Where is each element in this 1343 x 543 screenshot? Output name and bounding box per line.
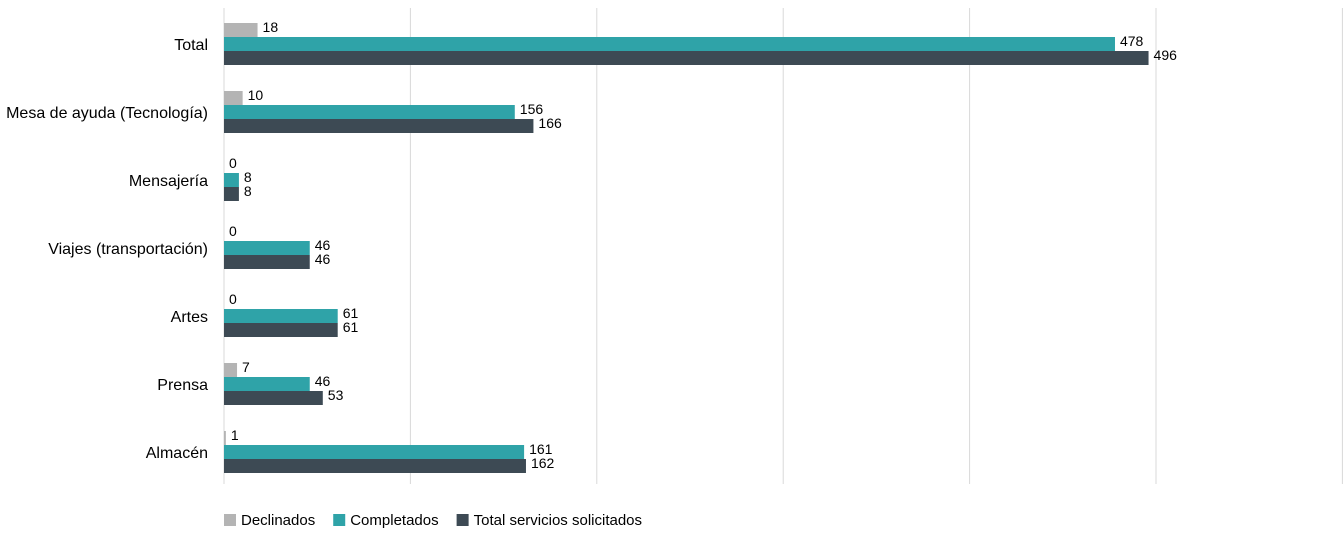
legend-entry: Completados [350,512,438,529]
legend-swatch [333,514,346,526]
data-label: 53 [328,387,344,403]
bar-total-servicios-solicitados [224,391,323,405]
data-label: 161 [529,441,553,457]
bar-completados [224,105,515,119]
legend-entry: Declinados [241,512,315,529]
category-label: Mensajería [129,173,208,190]
bar-completados [224,241,310,255]
data-label: 7 [242,359,250,375]
data-label: 0 [229,223,237,239]
bar-declinados [224,431,226,445]
data-label: 18 [263,19,279,35]
legend-swatch [456,514,469,526]
data-label: 8 [244,169,252,185]
category-label: Prensa [157,377,208,394]
data-label: 61 [343,319,359,335]
legend-swatch [224,514,236,526]
bar-total-servicios-solicitados [224,459,526,473]
data-label: 478 [1120,33,1144,49]
data-label: 0 [229,155,237,171]
bar-declinados [224,23,258,37]
data-label: 156 [520,101,544,117]
gridlines [223,8,1343,484]
data-label: 46 [315,251,331,267]
bar-completados [224,173,239,187]
bar-total-servicios-solicitados [224,51,1149,65]
bar-total-servicios-solicitados [224,119,534,133]
category-label: Mesa de ayuda (Tecnología) [6,105,208,122]
bars: 1847849610156166088046460616174653116116… [224,19,1177,473]
category-label: Artes [171,309,208,326]
bar-declinados [224,91,243,105]
legend: Declinados Completados Total servicios sol… [224,512,642,529]
bar-declinados [224,363,238,377]
bar-completados [224,309,338,323]
bar-completados [224,445,525,459]
bar-total-servicios-solicitados [224,187,239,201]
data-label: 46 [315,373,331,389]
data-label: 1 [231,427,239,443]
bar-total-servicios-solicitados [224,323,338,337]
legend-entry: Total servicios solicitados [474,512,642,529]
bar-total-servicios-solicitados [224,255,310,269]
data-label: 61 [343,305,359,321]
data-label: 8 [244,183,252,199]
category-label: Viajes (transportación) [48,241,208,258]
data-label: 162 [531,455,555,471]
category-labels: Total Mesa de ayuda (Tecnología) Mensajerí… [6,37,208,462]
bar-completados [224,37,1115,51]
data-label: 46 [315,237,331,253]
data-label: 166 [538,115,562,131]
bar-completados [224,377,310,391]
data-label: 496 [1154,47,1178,63]
data-label: 0 [229,291,237,307]
category-label: Total [174,37,208,54]
category-label: Almacén [146,445,208,462]
data-label: 10 [248,87,264,103]
